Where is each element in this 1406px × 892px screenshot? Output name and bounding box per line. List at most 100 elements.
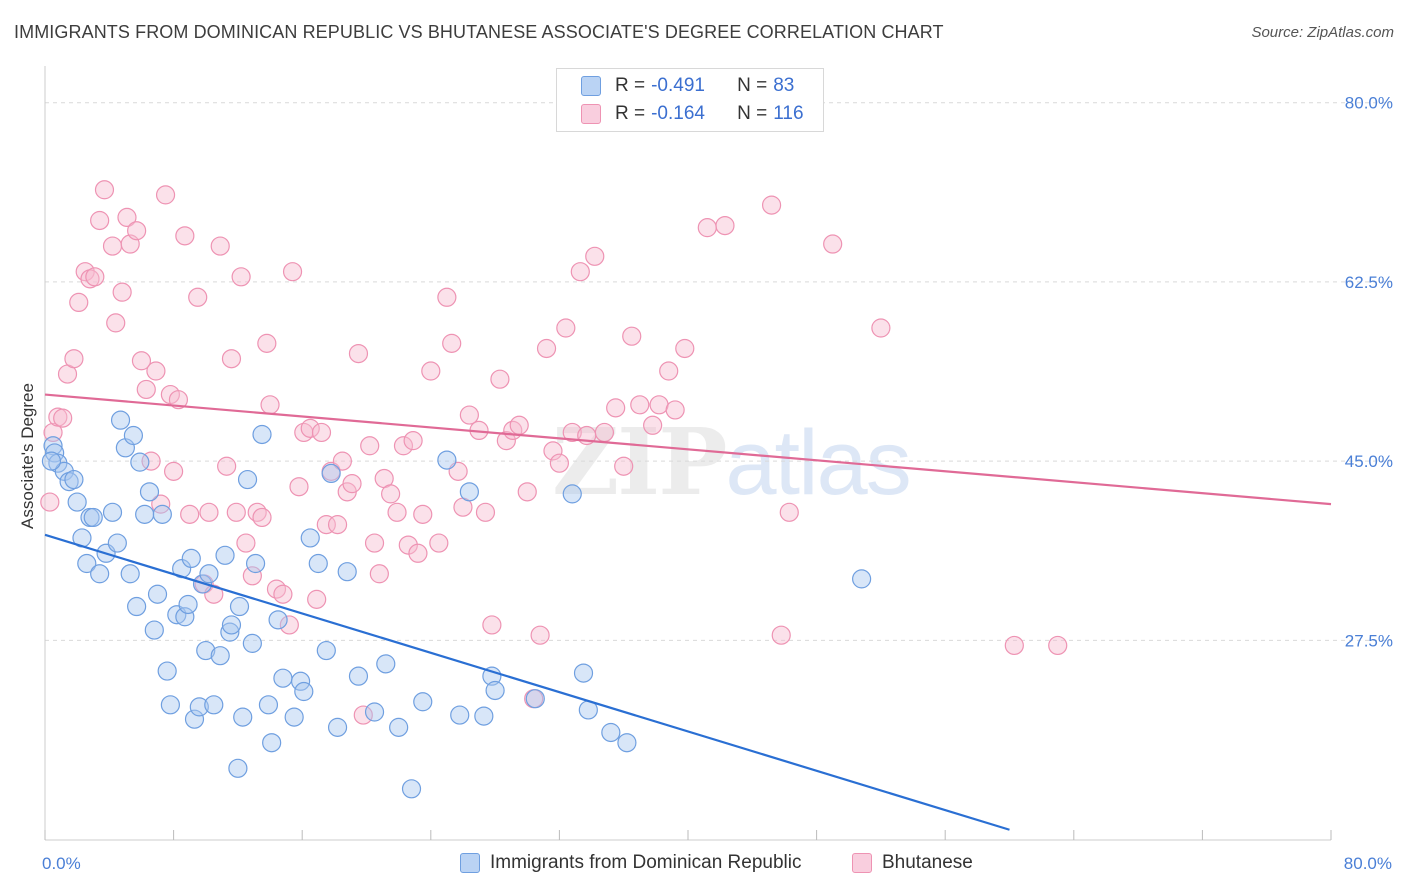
bhutanese-trend-line [44, 393, 1332, 506]
y-axis-label: Associate's Degree [18, 383, 37, 529]
dominican-point [237, 469, 258, 490]
x-tick-label-min: 0.0% [42, 854, 81, 873]
bhutanese-point [562, 422, 582, 443]
dominican-point [102, 502, 123, 522]
bhutanese-point [442, 333, 462, 353]
bhutanese-point [659, 361, 679, 381]
bhutanese-point [217, 456, 237, 476]
dominican-point [327, 717, 348, 737]
bhutanese-point [236, 533, 256, 553]
stats-legend: R = -0.491 N = 83 R = -0.164 N = 116 [556, 68, 824, 132]
bhutanese-point [779, 502, 799, 522]
bhutanese-point [496, 431, 516, 451]
bhutanese-point [536, 338, 557, 359]
bhutanese-point [594, 422, 615, 443]
bhutanese-point [221, 349, 242, 369]
legend-row-dominican: R = -0.491 N = 83 [557, 71, 794, 101]
bottom-legend: Immigrants from Dominican Republic Bhuta… [0, 852, 1406, 878]
bhutanese-point [556, 318, 576, 338]
bhutanese-point [823, 234, 843, 254]
bhutanese-point [614, 456, 634, 476]
bhutanese-point [94, 180, 115, 200]
bhutanese-point [403, 431, 423, 451]
bhutanese-point [421, 361, 441, 381]
n-label: N = [737, 103, 768, 124]
n-value-bhutanese: 116 [773, 103, 804, 124]
bhutanese-point [675, 338, 695, 359]
dominican-point [284, 707, 304, 727]
n-label: N = [737, 75, 768, 96]
bhutanese-point [102, 236, 123, 256]
tick-labels: 27.5% 45.0% 62.5% 80.0% 0.0% 80.0% [42, 94, 1393, 873]
bhutanese-point [348, 344, 369, 364]
bhutanese-point [398, 535, 418, 555]
dominican-point [147, 584, 168, 604]
dominican-point [348, 666, 369, 686]
bhutanese-point [279, 615, 299, 635]
bhutanese-point [509, 415, 529, 435]
bhutanese-point [155, 185, 176, 205]
dominican-point [233, 707, 253, 727]
bhutanese-point [715, 216, 735, 236]
dominican-point [573, 663, 594, 683]
dominican-point [242, 633, 262, 653]
dominican-point [83, 507, 103, 528]
bhutanese-point [53, 408, 73, 428]
bhutanese-point [429, 533, 449, 553]
bhutanese-point [226, 502, 246, 522]
watermark-atlas: atlas [725, 412, 911, 514]
dominican-point [220, 622, 240, 642]
bhutanese-point [622, 326, 642, 346]
bhutanese-point [64, 349, 84, 369]
bhutanese-point [136, 379, 156, 400]
dominican-point [316, 640, 336, 661]
dominican-points [41, 410, 872, 799]
dominican-point [268, 610, 288, 630]
bhutanese-point [69, 292, 89, 312]
bhutanese-point [530, 625, 550, 645]
dominican-point [67, 492, 87, 512]
dominican-point [107, 533, 127, 553]
dominican-point [160, 695, 180, 715]
bhutanese-point [146, 361, 166, 381]
source-credit: Source: ZipAtlas.com [1251, 24, 1394, 41]
dominican-point [144, 620, 164, 640]
y-tick-label: 62.5% [1345, 273, 1393, 292]
dominican-point [273, 668, 293, 688]
x-tick-label-max: 80.0% [1344, 854, 1392, 873]
dominican-point [178, 594, 198, 615]
dominican-point [127, 596, 147, 617]
dominican-point [229, 596, 250, 617]
bhutanese-point [393, 436, 414, 456]
watermark-zip: ZIP [552, 408, 727, 516]
bhutanese-point [360, 436, 380, 456]
bhutanese-point [1004, 635, 1024, 656]
bhutanese-point [164, 461, 184, 481]
bhutanese-point [282, 262, 303, 282]
bhutanese-point [307, 589, 327, 609]
dominican-point [221, 615, 242, 635]
dominican-point [485, 680, 505, 701]
dominican-point [300, 528, 320, 548]
dominican-point [90, 564, 110, 584]
dominican-point [364, 702, 385, 722]
bhutanese-point [630, 395, 650, 415]
bhutanese-point [413, 504, 433, 524]
blue-swatch [460, 853, 480, 873]
axes [44, 66, 1332, 841]
bhutanese-point [242, 566, 262, 586]
dominican-point [413, 692, 433, 712]
bhutanese-point [168, 390, 189, 410]
pink-swatch [581, 104, 601, 124]
bhutanese-point [90, 210, 110, 231]
r-label: R = [615, 103, 646, 124]
bhutanese-point [151, 494, 171, 514]
zipatlas-watermark: ZIPatlas [552, 408, 912, 516]
pink-swatch [852, 853, 872, 873]
bhutanese-point [475, 502, 496, 522]
bhutanese-point [289, 477, 309, 497]
dominican-point [337, 562, 357, 582]
bhutanese-point [40, 492, 60, 512]
bhutanese-point [252, 507, 272, 528]
